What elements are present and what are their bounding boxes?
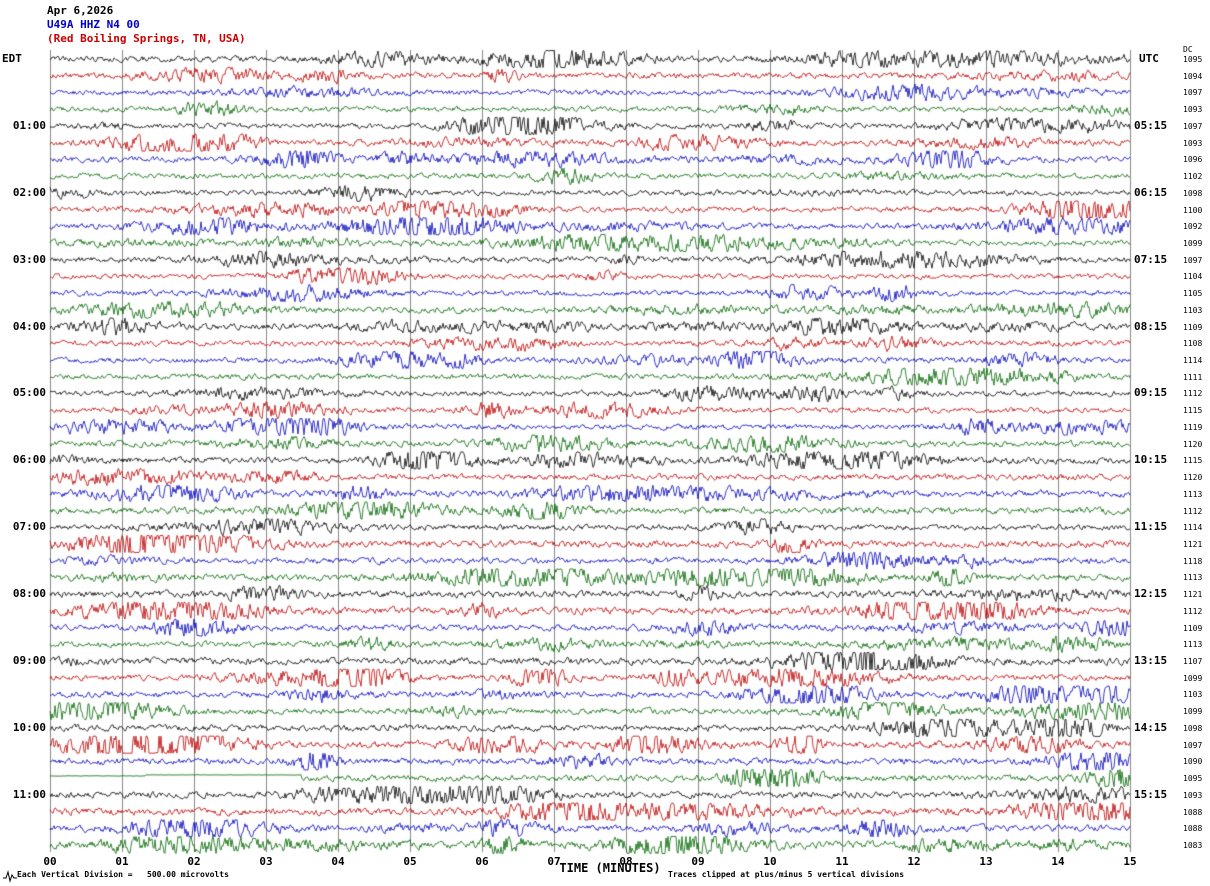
dc-value: 1097 (1183, 88, 1203, 98)
dc-value: 1115 (1183, 406, 1203, 416)
x-axis-title: TIME (MINUTES) (559, 861, 661, 875)
dc-value: 1113 (1183, 640, 1203, 650)
dc-value: 1096 (1183, 155, 1203, 165)
edt-row-label: 07:00 (12, 520, 46, 534)
dc-value: 1107 (1183, 657, 1203, 667)
utc-row-label: 15:15 (1134, 787, 1168, 801)
dc-value: 1114 (1183, 523, 1203, 533)
dc-value: 1109 (1183, 322, 1203, 332)
x-tick-label: 11 (835, 855, 849, 868)
x-tick-label: 12 (907, 855, 921, 868)
x-tick-label: 01 (115, 855, 129, 868)
dc-value: 1097 (1183, 121, 1203, 131)
dc-value: 1120 (1183, 473, 1203, 483)
x-tick-label: 15 (1123, 855, 1137, 868)
x-tick-label: 04 (331, 855, 345, 868)
dc-value: 1099 (1183, 238, 1203, 248)
dc-value: 1093 (1183, 105, 1203, 115)
left-timezone-label: EDT (2, 52, 22, 65)
dc-value: 1118 (1183, 556, 1203, 566)
dc-value: 1115 (1183, 456, 1203, 466)
x-tick-label: 05 (403, 855, 417, 868)
dc-value: 1098 (1183, 723, 1203, 733)
edt-row-label: 01:00 (12, 118, 46, 132)
dc-value: 1099 (1183, 673, 1203, 683)
utc-row-label: 11:15 (1134, 520, 1168, 534)
utc-row-label: 14:15 (1134, 720, 1168, 734)
edt-row-label: 09:00 (12, 654, 46, 668)
dc-value: 1108 (1183, 339, 1203, 349)
dc-value: 1100 (1183, 205, 1203, 215)
title-station: U49A HHZ N4 00 (47, 18, 140, 31)
dc-value: 1109 (1183, 623, 1203, 633)
dc-value: 1121 (1183, 539, 1203, 549)
dc-value: 1111 (1183, 372, 1203, 382)
dc-value: 1103 (1183, 690, 1203, 700)
dc-value: 1097 (1183, 255, 1203, 265)
dc-value: 1114 (1183, 356, 1203, 366)
utc-row-label: 12:15 (1134, 587, 1168, 601)
utc-row-label: 07:15 (1134, 252, 1168, 266)
dc-value: 1093 (1183, 138, 1203, 148)
dc-value: 1105 (1183, 289, 1203, 299)
x-tick-label: 07 (547, 855, 561, 868)
dc-value: 1112 (1183, 389, 1203, 399)
edt-row-label: 11:00 (12, 787, 46, 801)
dc-value: 1092 (1183, 222, 1203, 232)
x-tick-label: 03 (259, 855, 273, 868)
edt-row-label: 08:00 (12, 587, 46, 601)
edt-row-label: 06:00 (12, 453, 46, 467)
dc-value: 1104 (1183, 272, 1203, 282)
edt-row-label: 10:00 (12, 720, 46, 734)
dc-value: 1112 (1183, 506, 1203, 516)
dc-column-label: DC (1183, 45, 1193, 54)
utc-row-label: 10:15 (1134, 453, 1168, 467)
x-tick-label: 13 (979, 855, 993, 868)
x-tick-label: 02 (187, 855, 201, 868)
dc-value: 1113 (1183, 573, 1203, 583)
x-tick-label: 08 (619, 855, 633, 868)
utc-row-label: 13:15 (1134, 654, 1168, 668)
right-timezone-label: UTC (1139, 52, 1159, 65)
dc-value: 1095 (1183, 774, 1203, 784)
dc-value: 1102 (1183, 172, 1203, 182)
scale-note: Each Vertical Division = 500.00 microvol… (17, 870, 229, 879)
dc-value: 1094 (1183, 71, 1203, 81)
utc-row-label: 09:15 (1134, 386, 1168, 400)
edt-row-label: 02:00 (12, 185, 46, 199)
dc-value: 1093 (1183, 790, 1203, 800)
dc-value: 1119 (1183, 422, 1203, 432)
dc-value: 1088 (1183, 807, 1203, 817)
dc-value: 1090 (1183, 757, 1203, 767)
seismic-trace-glyph (3, 870, 17, 883)
x-tick-label: 09 (691, 855, 705, 868)
dc-value: 1113 (1183, 489, 1203, 499)
x-tick-label: 06 (475, 855, 489, 868)
dc-value: 1098 (1183, 188, 1203, 198)
dc-value: 1095 (1183, 55, 1203, 64)
edt-row-label: 03:00 (12, 252, 46, 266)
dc-value: 1120 (1183, 439, 1203, 449)
dc-value: 1083 (1183, 841, 1203, 850)
dc-value: 1099 (1183, 707, 1203, 717)
dc-value: 1112 (1183, 606, 1203, 616)
title-location: (Red Boiling Springs, TN, USA) (47, 32, 246, 45)
x-tick-label: 14 (1051, 855, 1065, 868)
edt-row-label: 05:00 (12, 386, 46, 400)
dc-value: 1121 (1183, 590, 1203, 600)
edt-row-label: 04:00 (12, 319, 46, 333)
x-tick-label: 10 (763, 855, 777, 868)
utc-row-label: 08:15 (1134, 319, 1168, 333)
dc-value: 1097 (1183, 740, 1203, 750)
utc-row-label: 05:15 (1134, 118, 1168, 132)
title-date: Apr 6,2026 (47, 4, 114, 17)
dc-value: 1088 (1183, 824, 1203, 834)
dc-value: 1103 (1183, 305, 1203, 315)
clip-note: Traces clipped at plus/minus 5 vertical … (668, 870, 905, 879)
x-tick-label: 00 (43, 855, 57, 868)
utc-row-label: 06:15 (1134, 185, 1168, 199)
